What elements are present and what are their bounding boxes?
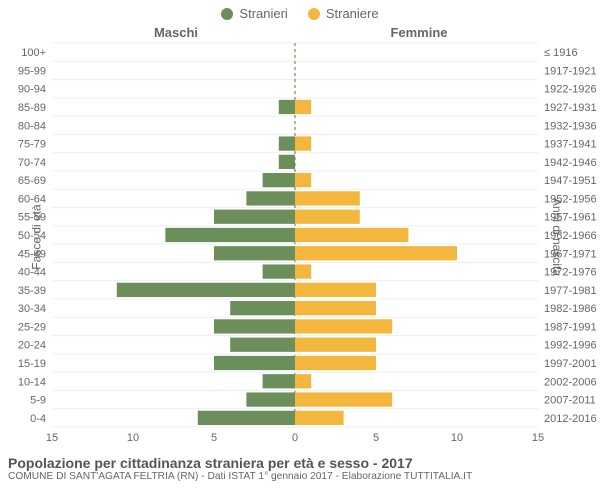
bar-male <box>263 374 295 388</box>
birth-year-label: 1982-1986 <box>544 303 597 315</box>
x-tick-label: 5 <box>373 432 379 444</box>
age-label: 25-29 <box>18 321 46 333</box>
age-label: 45-49 <box>18 248 46 260</box>
age-label: 85-89 <box>18 102 46 114</box>
bar-female <box>295 283 376 297</box>
legend-swatch-male <box>221 8 233 20</box>
birth-year-label: 1977-1981 <box>544 285 597 297</box>
x-tick-label: 10 <box>451 432 463 444</box>
age-label: 5-9 <box>30 395 46 407</box>
bar-male <box>279 155 295 169</box>
age-label: 40-44 <box>18 267 46 279</box>
x-tick-label: 15 <box>46 432 58 444</box>
birth-year-label: 1952-1956 <box>544 193 597 205</box>
bar-male <box>246 392 295 406</box>
legend: Stranieri Straniere <box>0 0 600 21</box>
birth-year-label: 2012-2016 <box>544 413 597 425</box>
bar-male <box>214 356 295 370</box>
age-label: 75-79 <box>18 139 46 151</box>
birth-year-label: 1927-1931 <box>544 102 597 114</box>
birth-year-label: 1937-1941 <box>544 139 597 151</box>
bar-female <box>295 100 311 114</box>
age-label: 0-4 <box>30 413 46 425</box>
bar-male <box>263 173 295 187</box>
column-header-male: Maschi <box>0 25 300 40</box>
bar-male <box>165 228 295 242</box>
age-label: 90-94 <box>18 84 46 96</box>
x-tick-label: 10 <box>127 432 139 444</box>
bar-female <box>295 338 376 352</box>
birth-year-label: 2007-2011 <box>544 395 596 407</box>
birth-year-label: 1932-1936 <box>544 120 597 132</box>
bar-male <box>117 283 295 297</box>
birth-year-label: 1967-1971 <box>544 248 597 260</box>
bar-female <box>295 411 344 425</box>
age-label: 95-99 <box>18 65 46 77</box>
legend-item-male: Stranieri <box>221 6 287 21</box>
birth-year-label: 1917-1921 <box>544 65 597 77</box>
bar-female <box>295 191 360 205</box>
bar-female <box>295 264 311 278</box>
bar-male <box>214 246 295 260</box>
age-label: 30-34 <box>18 303 46 315</box>
birth-year-label: 1922-1926 <box>544 84 597 96</box>
age-label: 80-84 <box>18 120 46 132</box>
legend-label-male: Stranieri <box>239 6 287 21</box>
chart-subtitle: COMUNE DI SANT'AGATA FELTRIA (RN) - Dati… <box>8 471 592 482</box>
birth-year-label: ≤ 1916 <box>544 47 578 59</box>
age-label: 100+ <box>21 47 46 59</box>
population-pyramid-chart: Maschi Femmine Fasce di età Anni di nasc… <box>0 21 600 453</box>
chart-footer: Popolazione per cittadinanza straniera p… <box>0 453 600 482</box>
column-header-female: Femmine <box>300 25 600 40</box>
bar-female <box>295 392 392 406</box>
age-label: 35-39 <box>18 285 46 297</box>
bar-male <box>279 100 295 114</box>
birth-year-label: 1942-1946 <box>544 157 597 169</box>
bar-female <box>295 228 408 242</box>
bar-female <box>295 210 360 224</box>
bar-male <box>246 191 295 205</box>
birth-year-label: 1957-1961 <box>544 212 597 224</box>
birth-year-label: 1987-1991 <box>544 321 597 333</box>
birth-year-label: 1992-1996 <box>544 340 597 352</box>
birth-year-label: 1962-1966 <box>544 230 597 242</box>
bar-female <box>295 356 376 370</box>
bar-male <box>279 136 295 150</box>
bar-male <box>214 210 295 224</box>
bar-female <box>295 136 311 150</box>
age-label: 20-24 <box>18 340 46 352</box>
bar-female <box>295 301 376 315</box>
age-label: 50-54 <box>18 230 46 242</box>
bar-male <box>230 338 295 352</box>
legend-item-female: Straniere <box>308 6 379 21</box>
birth-year-label: 2002-2006 <box>544 376 597 388</box>
bar-female <box>295 319 392 333</box>
age-label: 60-64 <box>18 193 46 205</box>
x-tick-label: 5 <box>211 432 217 444</box>
legend-label-female: Straniere <box>326 6 379 21</box>
bar-male <box>214 319 295 333</box>
x-tick-label: 15 <box>532 432 544 444</box>
age-label: 10-14 <box>18 376 46 388</box>
legend-swatch-female <box>308 8 320 20</box>
bar-female <box>295 246 457 260</box>
bar-male <box>198 411 295 425</box>
bar-male <box>230 301 295 315</box>
plot-area: 100+≤ 191695-991917-192190-941922-192685… <box>52 43 538 427</box>
age-label: 55-59 <box>18 212 46 224</box>
bar-male <box>263 264 295 278</box>
chart-title: Popolazione per cittadinanza straniera p… <box>8 455 592 471</box>
birth-year-label: 1947-1951 <box>544 175 597 187</box>
birth-year-label: 1997-2001 <box>544 358 597 370</box>
bar-female <box>295 374 311 388</box>
age-label: 65-69 <box>18 175 46 187</box>
pyramid-svg: 100+ ≤ 1916 95-99 1917-1921 90-94 1922-1926 85… <box>8 41 596 445</box>
age-label: 70-74 <box>18 157 46 169</box>
age-label: 15-19 <box>18 358 46 370</box>
birth-year-label: 1972-1976 <box>544 267 597 279</box>
bar-female <box>295 173 311 187</box>
x-tick-label: 0 <box>292 432 298 444</box>
